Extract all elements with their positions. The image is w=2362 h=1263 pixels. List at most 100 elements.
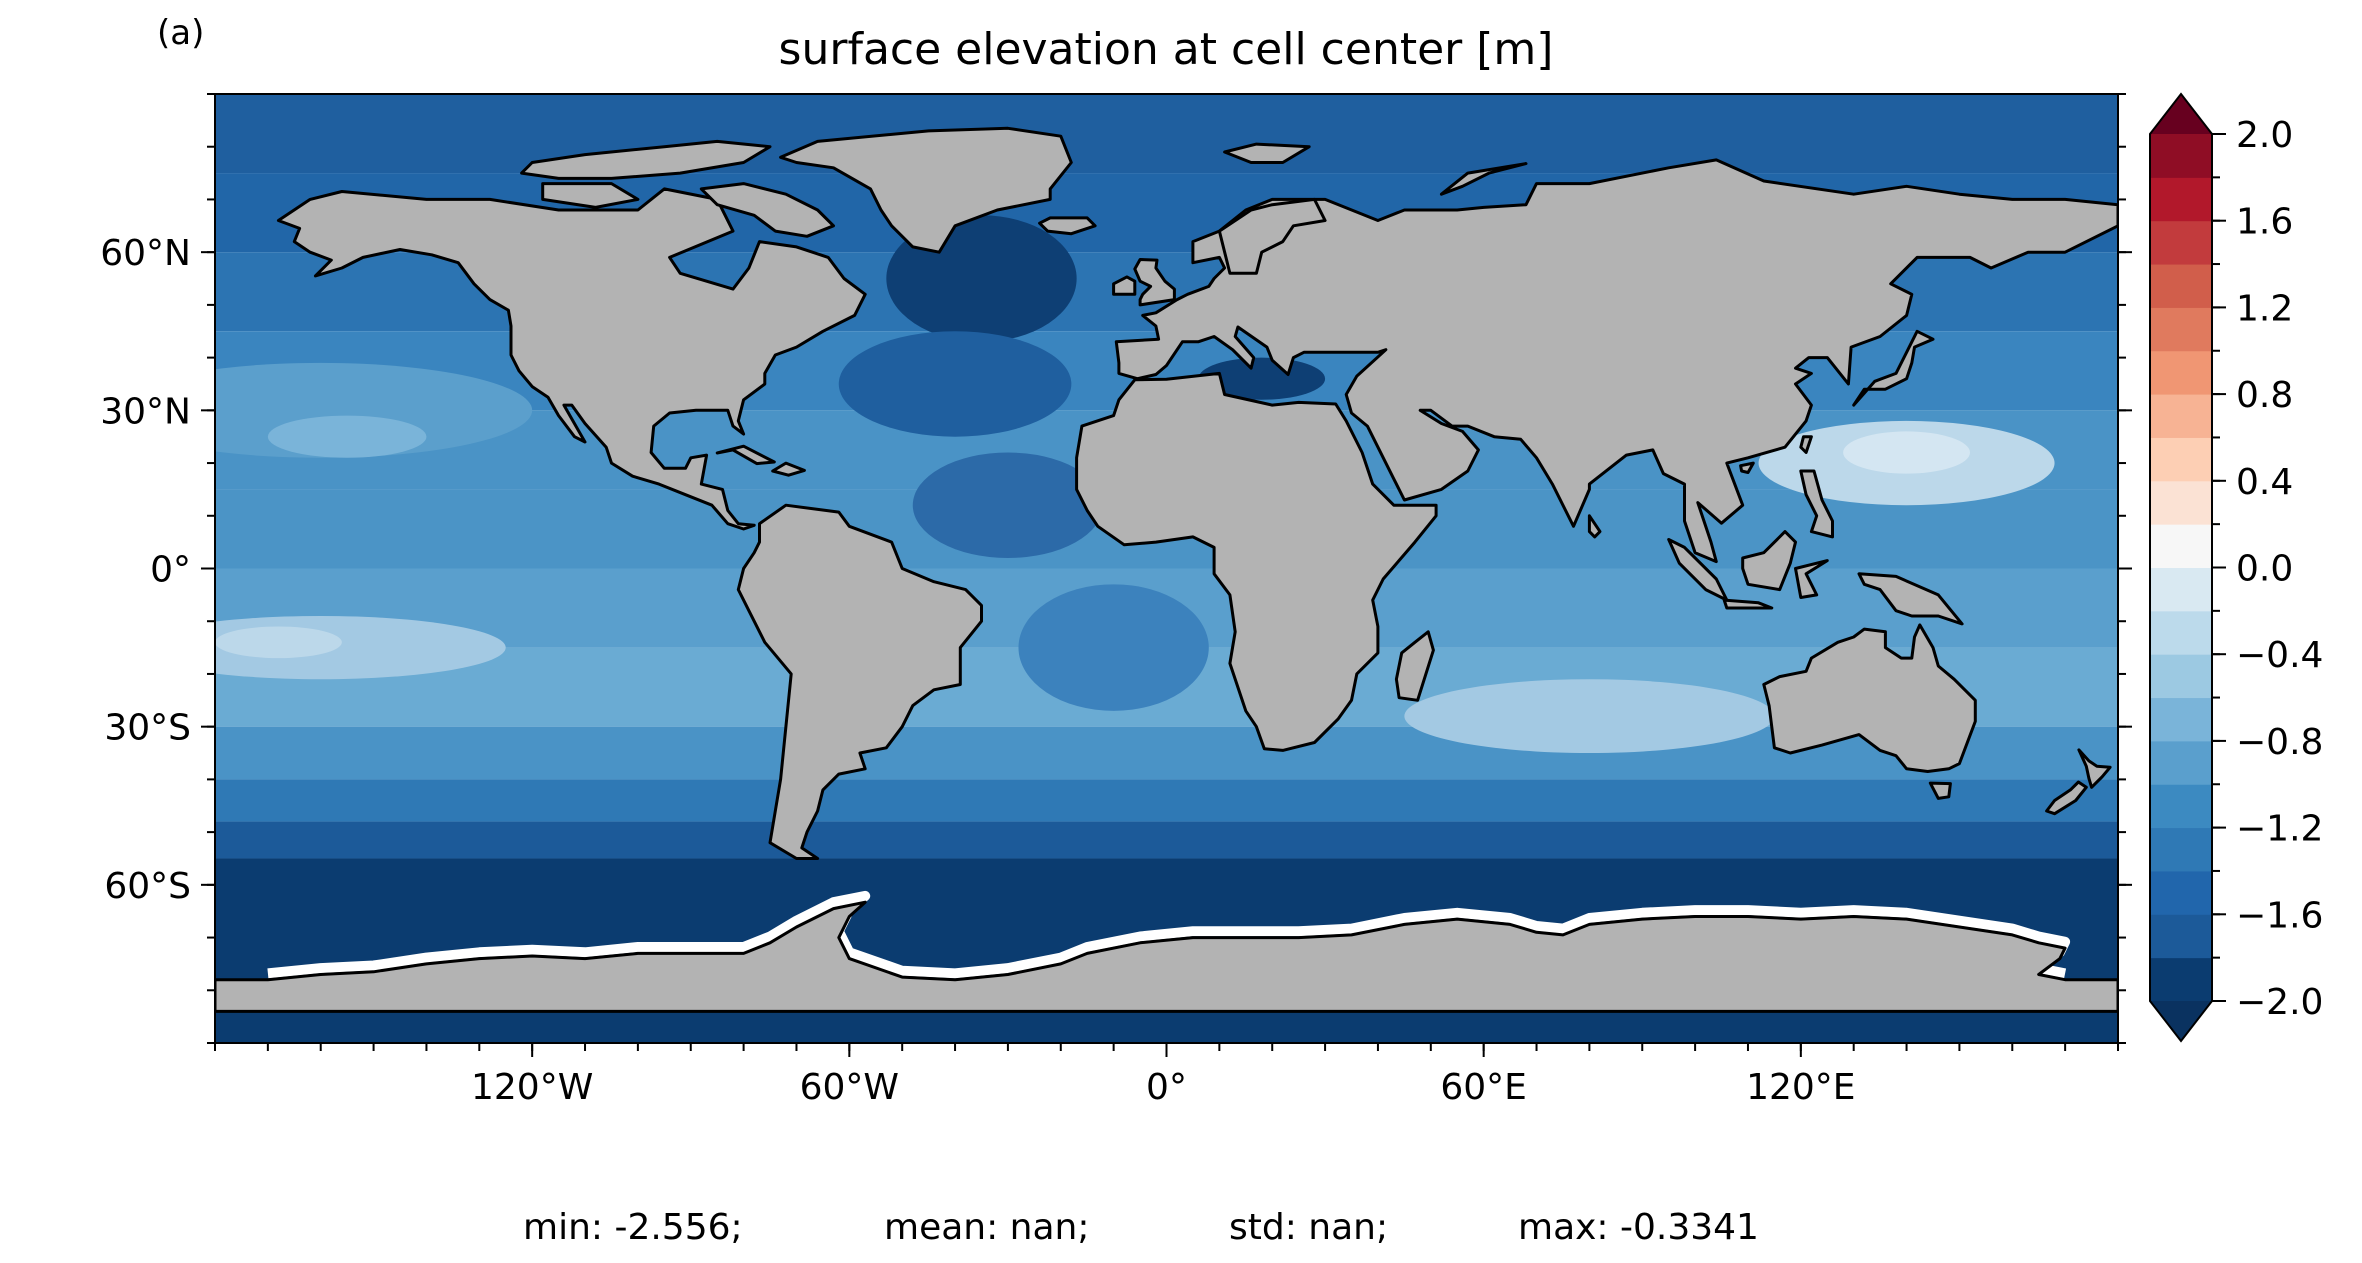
- colorbar-ticks: 2.0 1.6 1.2 0.8 0.4 0.0 −0.4 −0.8 −1.2 −1.6 −2.0: [2212, 115, 2323, 1023]
- land-java: [1722, 598, 1774, 610]
- land-japan: [1852, 329, 1935, 407]
- land-baffin-island: [699, 182, 835, 238]
- lat-tick-label: 30°N: [100, 391, 191, 432]
- land-arctic-islands: [520, 139, 772, 180]
- lat-tick-label: 60°N: [100, 233, 191, 274]
- colorbar-segment: [2150, 134, 2212, 178]
- land-eurasia: [1114, 158, 2118, 564]
- patch-south-indian-high: [1404, 679, 1775, 754]
- lon-tick-label: 120°W: [471, 1067, 593, 1108]
- ocean-band-9: [215, 779, 2118, 822]
- land-great-britain: [1133, 258, 1176, 307]
- land-north-america: [276, 187, 867, 531]
- ocean-anomaly-patches: [215, 215, 2055, 754]
- stat-max: max: -0.3341: [1518, 1207, 1759, 1248]
- colorbar-segment: [2150, 437, 2212, 482]
- land-sulawesi: [1794, 559, 1829, 599]
- land-borneo: [1741, 530, 1797, 592]
- stat-mean: mean: nan;: [884, 1207, 1090, 1248]
- colorbar-tick-label: 1.6: [2236, 202, 2293, 243]
- colorbar-segment: [2150, 827, 2212, 872]
- colorbar-tick-label: 0.4: [2236, 462, 2293, 503]
- map-panel: 120°W 60°W 0° 60°E 120°E 60°N 30°N 0° 30°S 60°S: [100, 93, 2132, 1108]
- land-greenland: [779, 126, 1073, 254]
- lat-tick-label: 0°: [150, 550, 191, 591]
- colorbar-tick-label: 1.2: [2236, 288, 2293, 329]
- colorbar-segment: [2150, 307, 2212, 352]
- land-south-america: [736, 503, 983, 860]
- colorbar-segments: [2150, 134, 2212, 1002]
- colorbar: 2.0 1.6 1.2 0.8 0.4 0.0 −0.4 −0.8 −1.2 −1.6 −2.0: [2149, 92, 2323, 1043]
- land-australia: [1762, 623, 1977, 773]
- land-hispaniola: [771, 461, 806, 477]
- patch-north-pacific-high: [267, 415, 427, 458]
- colorbar-segment: [2150, 784, 2212, 829]
- colorbar-tick-label: 0.0: [2236, 549, 2293, 590]
- colorbar-segment: [2150, 480, 2212, 525]
- land-antarctica: [215, 900, 2118, 1013]
- colorbar-segment: [2150, 264, 2212, 308]
- lat-tick-label: 60°S: [104, 866, 191, 907]
- colorbar-tick-label: −1.2: [2236, 809, 2323, 850]
- patch-north-atlantic-mid: [838, 331, 1072, 437]
- land-nz-north: [2077, 748, 2112, 789]
- colorbar-tick-label: −0.4: [2236, 635, 2323, 676]
- lat-tick-label: 30°S: [104, 708, 191, 749]
- colorbar-tick-label: −2.0: [2236, 982, 2323, 1023]
- colorbar-segment: [2150, 957, 2212, 1002]
- stat-min: min: -2.556;: [523, 1207, 743, 1248]
- colorbar-segment: [2150, 567, 2212, 612]
- lon-tick-label: 60°W: [800, 1067, 899, 1108]
- lon-tick-label: 120°E: [1746, 1067, 1855, 1108]
- land-taiwan: [1799, 435, 1813, 454]
- colorbar-segment: [2150, 697, 2212, 742]
- ocean-band-10: [215, 821, 2118, 859]
- patch-west-pacific-high-core: [1843, 431, 1970, 474]
- land-masses: [215, 126, 2118, 1013]
- colorbar-segment: [2150, 220, 2212, 265]
- map-tick-labels: 120°W 60°W 0° 60°E 120°E 60°N 30°N 0° 30°S 60°S: [100, 233, 1855, 1108]
- land-iceland: [1038, 216, 1097, 236]
- patch-tropical-atlantic: [912, 452, 1104, 558]
- missing-data-fringe: [267, 890, 2071, 979]
- land-scandinavia-link: [1217, 197, 1327, 275]
- colorbar-tick-label: 0.8: [2236, 375, 2293, 416]
- colorbar-segment: [2150, 524, 2212, 568]
- lon-tick-label: 60°E: [1440, 1067, 1527, 1108]
- land-africa: [1075, 371, 1438, 752]
- land-new-guinea: [1857, 572, 1964, 626]
- patch-south-atlantic: [1018, 584, 1209, 711]
- colorbar-segment: [2150, 394, 2212, 438]
- colorbar-tick-label: −1.6: [2236, 895, 2323, 936]
- colorbar-tick-label: 2.0: [2236, 115, 2293, 156]
- colorbar-segment: [2150, 870, 2212, 915]
- colorbar-under-arrow: [2150, 1001, 2212, 1041]
- land-philippines: [1799, 469, 1834, 539]
- colorbar-tick-label: −0.8: [2236, 722, 2323, 763]
- land-tasmania: [1928, 781, 1952, 800]
- colorbar-segment: [2150, 654, 2212, 699]
- map-title: surface elevation at cell center [m]: [779, 24, 1554, 75]
- panel-label: (a): [157, 13, 204, 53]
- map-ticks: [201, 93, 2132, 1057]
- colorbar-segment: [2150, 350, 2212, 395]
- patch-mediterranean: [1198, 357, 1326, 400]
- land-ireland: [1112, 275, 1137, 296]
- colorbar-segment: [2150, 177, 2212, 222]
- land-cuba: [715, 444, 776, 466]
- land-victoria-island: [541, 182, 640, 209]
- land-novaya-zemlya: [1439, 162, 1528, 196]
- colorbar-segment: [2150, 740, 2212, 785]
- land-hainan: [1739, 461, 1755, 474]
- ocean-band-0: [215, 94, 2118, 174]
- lon-tick-label: 0°: [1146, 1067, 1187, 1108]
- land-nz-south: [2045, 780, 2088, 816]
- colorbar-segment: [2150, 914, 2212, 959]
- stat-std: std: nan;: [1229, 1207, 1388, 1248]
- colorbar-over-arrow: [2150, 94, 2212, 134]
- patch-south-pacific-high-core: [215, 626, 342, 659]
- land-sri-lanka: [1587, 514, 1602, 539]
- land-madagascar: [1394, 630, 1435, 702]
- land-svalbard: [1223, 142, 1311, 164]
